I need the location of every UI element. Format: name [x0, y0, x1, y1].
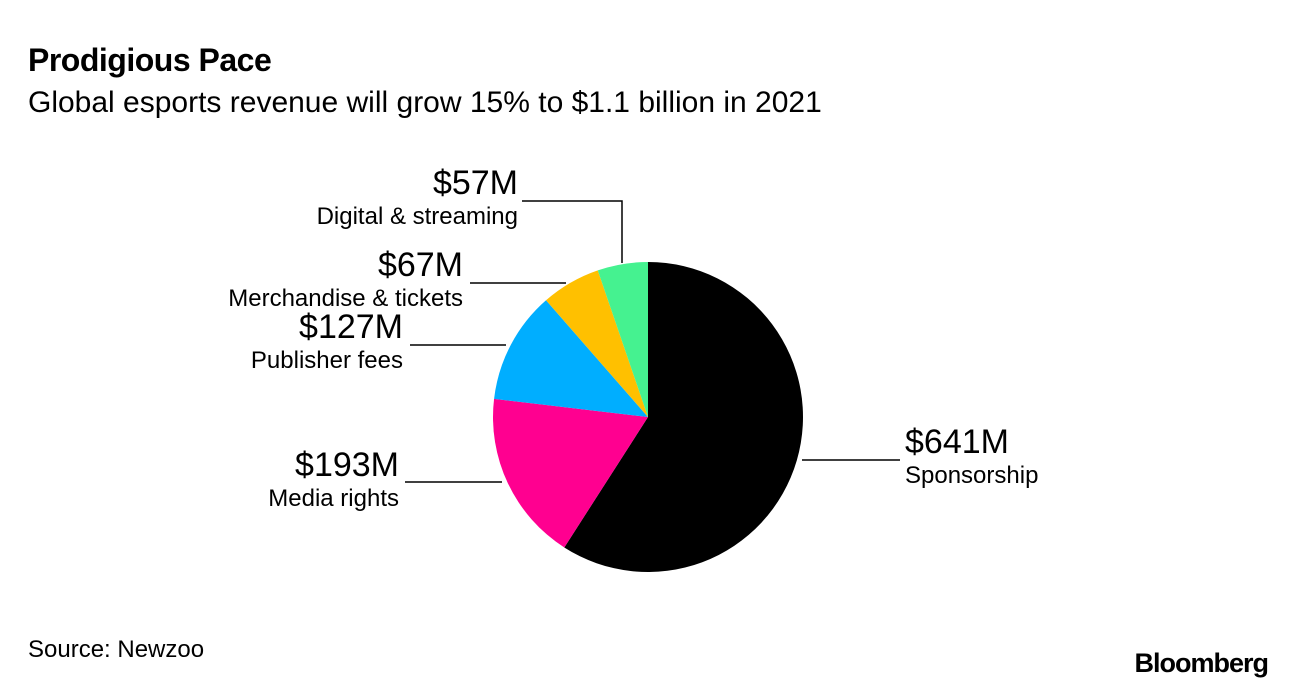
data-label: $57M [432, 164, 518, 202]
pie-slice-merchandise-tickets [546, 270, 648, 417]
slice-label-media: $193M Media rights [268, 446, 399, 514]
data-label: $193M [295, 446, 399, 484]
category-label: Media rights [268, 485, 399, 512]
pie-slice-digital-streaming [597, 262, 648, 417]
bloomberg-logo: Bloomberg [1134, 648, 1269, 678]
pie-slice-sponsorship [564, 262, 803, 572]
slice-label-sponsorship: $641M Sponsorship [905, 423, 1038, 491]
category-label: Merchandise & tickets [228, 285, 463, 312]
source-note: Source: Newzoo [28, 636, 205, 663]
pie-slice-media-rights [492, 398, 648, 548]
chart-subtitle: Global esports revenue will grow 15% to … [28, 86, 822, 119]
data-label: $67M [377, 246, 463, 284]
pie-slice-publisher-fees [494, 300, 648, 417]
slice-label-merchandise: $67M Merchandise & tickets [228, 246, 463, 314]
category-label: Publisher fees [250, 347, 403, 374]
category-label: Sponsorship [905, 462, 1039, 489]
category-label: Digital & streaming [316, 203, 518, 230]
data-label: $641M [905, 423, 1009, 461]
slice-label-digital: $57M Digital & streaming [317, 164, 518, 232]
data-label: $127M [299, 308, 403, 346]
slice-label-publisher: $127M Publisher fees [251, 308, 403, 376]
chart-title: Prodigious Pace [28, 42, 272, 78]
leader-line-digital [522, 200, 623, 263]
